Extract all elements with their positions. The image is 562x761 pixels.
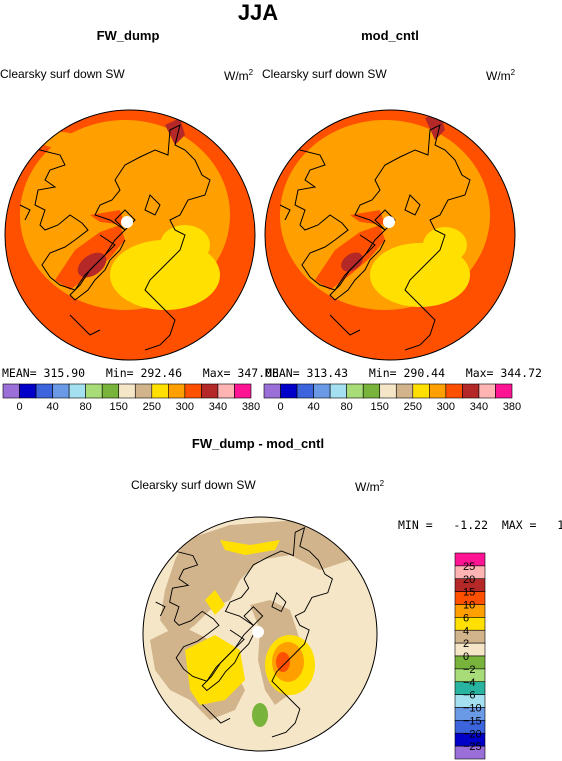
- stats-line: MEAN= 315.90 Min= 292.46 Max= 347.08: [2, 366, 279, 380]
- colorbar-swatch: [462, 383, 480, 399]
- colorbar-swatch: [379, 383, 397, 399]
- colorbar-swatch: [101, 383, 120, 399]
- panel-subtitle: Clearsky surf down SW: [131, 478, 256, 492]
- colorbar-swatch: [429, 383, 447, 399]
- figure-title: JJA: [238, 0, 278, 25]
- colorbar-tick-label: 380: [242, 401, 260, 413]
- colorbar-tick-label: −15: [463, 715, 482, 727]
- colorbar-swatch: [412, 383, 430, 399]
- colorbar-tick-label: 340: [209, 401, 227, 413]
- panel-title: FW_dump: [97, 28, 160, 43]
- colorbar-swatch: [35, 383, 53, 399]
- colorbar-swatch: [454, 629, 486, 644]
- stats-line: MIN = -1.22 MAX = 12.20: [398, 518, 562, 532]
- colorbar-tick-label: 4: [463, 625, 469, 637]
- colorbar-tick-label: −2: [463, 664, 476, 676]
- colorbar-tick-label: 6: [463, 612, 469, 624]
- colorbar-swatch: [52, 383, 70, 399]
- colorbar-swatch: [395, 383, 414, 399]
- colorbar-tick-label: 20: [463, 574, 475, 586]
- panel-difference: FW_dump - mod_cntl Clearsky surf down SW…: [131, 436, 562, 760]
- map-mod-cntl: [265, 110, 515, 360]
- colorbar-tick-label: −25: [463, 741, 482, 753]
- colorbar-swatch: [313, 383, 331, 399]
- map-border: [264, 109, 516, 361]
- colorbar-swatch: [217, 383, 235, 399]
- colorbar-swatch: [263, 383, 281, 399]
- stats-line: MEAN= 313.43 Min= 290.44 Max= 344.72: [265, 366, 542, 380]
- colorbar-tick-label: −20: [463, 728, 482, 740]
- colorbar-swatch: [346, 383, 364, 399]
- panel-title: mod_cntl: [361, 28, 419, 43]
- colorbar-tick-label: −6: [463, 690, 476, 702]
- colorbar-swatch: [234, 383, 252, 399]
- colorbar-swatch: [495, 383, 513, 399]
- pole-marker: [383, 216, 395, 228]
- colorbar-tick-label: −4: [463, 677, 476, 689]
- colorbar-swatch: [151, 383, 169, 399]
- colorbar-tick-label: 10: [463, 600, 475, 612]
- colorbar-swatch: [329, 383, 347, 399]
- colorbar-swatch: [201, 383, 219, 399]
- colorbar-tick-label: 40: [46, 401, 58, 413]
- colorbar-swatch: [168, 383, 186, 399]
- colorbar-tick-label: 250: [143, 401, 161, 413]
- colorbar-left: 0 40 80 150 250 300 340 380: [2, 383, 260, 413]
- units-label: W/m2: [486, 68, 516, 83]
- colorbar-tick-label: 15: [463, 587, 475, 599]
- colorbar-swatch: [478, 383, 496, 399]
- colorbar-tick-label: 250: [404, 401, 422, 413]
- panel-subtitle: Clearsky surf down SW: [262, 67, 387, 81]
- colorbar-swatch: [296, 383, 314, 399]
- colorbar-swatch: [85, 383, 103, 399]
- colorbar-swatch: [454, 642, 486, 657]
- colorbar-tick-label: 25: [463, 561, 475, 573]
- map-border: [142, 516, 378, 752]
- colorbar-tick-label: 150: [110, 401, 128, 413]
- colorbar-swatch: [454, 617, 486, 631]
- panel-title: FW_dump - mod_cntl: [192, 436, 324, 451]
- units-label: W/m2: [355, 479, 385, 494]
- colorbar-tick-label: 150: [371, 401, 389, 413]
- colorbar-tick-label: 0: [16, 401, 22, 413]
- map-border: [4, 109, 256, 361]
- colorbar-tick-label: 80: [341, 401, 353, 413]
- panel-mod-cntl: mod_cntl Clearsky surf down SW W/m2 MEAN…: [262, 28, 542, 413]
- colorbar-tick-label: −10: [463, 703, 482, 715]
- colorbar-swatch: [184, 383, 202, 399]
- pole-marker: [121, 216, 133, 228]
- colorbar-swatch: [280, 383, 298, 399]
- colorbar-tick-label: 2: [463, 638, 469, 650]
- colorbar-swatch: [454, 745, 486, 760]
- panel-fw-dump: FW_dump Clearsky surf down SW W/m2 MEAN=…: [0, 28, 279, 413]
- colorbar-right: 0 40 80 150 250 300 340 380: [263, 383, 521, 413]
- colorbar-swatch: [445, 383, 463, 399]
- colorbar-tick-label: 340: [470, 401, 488, 413]
- colorbar-tick-label: 380: [503, 401, 521, 413]
- colorbar-tick-label: 0: [463, 651, 469, 663]
- colorbar-tick-label: 300: [176, 401, 194, 413]
- map-fw-dump: [5, 110, 255, 360]
- colorbar-swatch: [118, 383, 136, 399]
- colorbar-swatch: [134, 383, 153, 399]
- colorbar-swatch: [68, 383, 86, 399]
- colorbar-swatch: [2, 383, 20, 399]
- panel-subtitle: Clearsky surf down SW: [0, 67, 125, 81]
- units-label: W/m2: [224, 68, 254, 83]
- colorbar-tick-label: 300: [437, 401, 455, 413]
- colorbar-swatch: [19, 383, 37, 399]
- colorbar-tick-label: 80: [80, 401, 92, 413]
- pole-marker: [252, 626, 264, 638]
- colorbar-swatch: [362, 383, 381, 399]
- colorbar-tick-label: 0: [277, 401, 283, 413]
- colorbar-tick-label: 40: [307, 401, 319, 413]
